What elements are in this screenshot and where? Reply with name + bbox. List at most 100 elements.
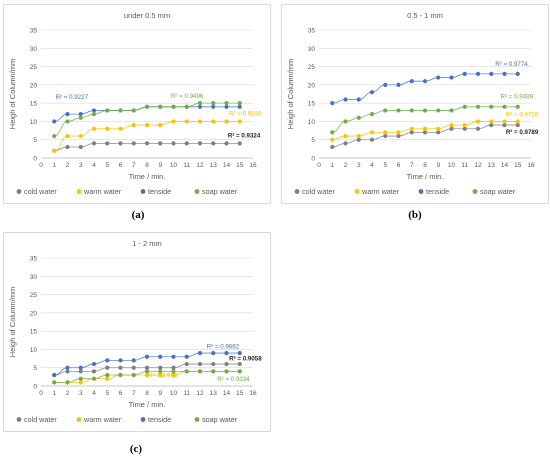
data-point-soap-water xyxy=(396,108,401,113)
data-point-warm-water xyxy=(158,372,163,378)
legend-label: warm water xyxy=(361,187,400,196)
data-point-warm-water xyxy=(144,122,150,128)
data-point-cold-water xyxy=(330,144,335,150)
data-point-cold-water xyxy=(489,122,494,128)
legend-marker xyxy=(140,189,146,194)
data-point-cold-water xyxy=(237,141,242,146)
legend-label: warm water xyxy=(83,187,122,196)
data-point-warm-water xyxy=(489,119,494,124)
r2-label-soap-water: R² = 0.9489 xyxy=(501,93,534,100)
legend-label: cold water xyxy=(24,187,57,196)
x-tick-label: 1 xyxy=(52,390,56,397)
r2-label-soap-water: R² = 0.9334 xyxy=(217,376,250,383)
chart-title: 0.5 - 1 mm xyxy=(407,11,443,20)
data-point-soap-water xyxy=(171,104,176,109)
x-tick-label: 8 xyxy=(145,390,149,397)
x-tick-label: 10 xyxy=(170,162,178,169)
data-point-warm-water xyxy=(91,126,97,131)
x-tick-label: 11 xyxy=(183,390,190,397)
data-point-soap-water xyxy=(237,101,242,106)
legend-label: tenside xyxy=(426,187,449,196)
data-point-warm-water xyxy=(237,119,242,124)
data-point-warm-water xyxy=(78,380,83,385)
x-tick-label: 13 xyxy=(488,162,496,169)
chart-title: under 0.5 mm xyxy=(124,11,170,20)
x-tick-label: 3 xyxy=(79,162,83,169)
data-point-soap-water xyxy=(158,369,163,374)
data-point-cold-water xyxy=(369,137,375,142)
data-point-soap-water xyxy=(78,115,83,120)
data-point-soap-water xyxy=(105,372,110,378)
data-point-warm-water xyxy=(330,137,335,142)
data-point-cold-water xyxy=(396,133,401,139)
x-tick-label: 9 xyxy=(158,390,162,397)
r2-label-cold-water: R² = 0.9058 xyxy=(229,355,262,362)
data-point-tenside xyxy=(91,108,97,113)
data-point-tenside xyxy=(78,112,83,117)
data-point-cold-water xyxy=(184,141,189,146)
r2-label-soap-water: R² = 0.9496 xyxy=(171,93,204,100)
chart-frame xyxy=(3,232,271,432)
x-tick-label: 0 xyxy=(317,162,321,169)
data-point-tenside xyxy=(224,350,229,356)
chart-panel-0-5-to-1mm: 0.5 - 1 mm 0 5 10 15 20 25 30 35 0 1 2 3 4 5 6 7 8 9 10 11 12… xyxy=(281,4,549,204)
x-tick-label: 5 xyxy=(383,162,387,169)
legend-item-cold-water: cold water xyxy=(294,187,335,196)
series-tenside: R² = 0.9774 xyxy=(330,61,528,106)
data-point-soap-water xyxy=(237,369,242,374)
x-tick-label: 7 xyxy=(132,390,136,397)
x-tick-label: 16 xyxy=(527,162,535,169)
data-point-tenside xyxy=(383,82,388,87)
x-tick-label: 9 xyxy=(158,162,162,169)
x-tick-label: 10 xyxy=(448,162,456,169)
legend-label: warm water xyxy=(83,415,122,424)
series-soap-water: R² = 0.9334 xyxy=(52,369,250,385)
data-point-cold-water xyxy=(65,144,70,150)
y-tick-label: 35 xyxy=(308,28,316,35)
x-tick-label: 6 xyxy=(119,162,123,169)
x-tick-label: 3 xyxy=(357,162,361,169)
data-point-soap-water xyxy=(422,108,428,113)
data-point-soap-water xyxy=(356,115,361,120)
data-point-tenside xyxy=(91,361,97,367)
legend-marker xyxy=(194,417,200,422)
data-point-cold-water xyxy=(211,361,216,367)
data-point-warm-water xyxy=(52,148,57,153)
data-point-soap-water xyxy=(131,372,136,378)
x-tick-label: 2 xyxy=(66,162,70,169)
data-point-soap-water xyxy=(184,369,189,374)
series-cold-water: R² = 0.9058 xyxy=(52,355,262,378)
chart-panel-1-to-2mm: 1 - 2 mm 0 5 10 15 20 25 30 35 0 1 2 3 4 5 6 7 8 9 10 11 12 13… xyxy=(3,232,271,432)
r2-label-warm-water: R² = 0.936 xyxy=(148,373,178,380)
y-tick-label: 0 xyxy=(33,384,37,391)
x-tick-label: 13 xyxy=(210,162,218,169)
legend: cold water warm water tenside soap water xyxy=(294,187,516,196)
data-point-soap-water xyxy=(52,380,57,385)
data-point-soap-water xyxy=(330,130,335,135)
data-point-soap-water xyxy=(197,101,203,106)
data-point-soap-water xyxy=(211,369,216,374)
data-point-warm-water xyxy=(462,122,467,128)
data-point-warm-water xyxy=(449,122,454,128)
data-point-cold-water xyxy=(422,130,428,135)
x-axis-label: Time / min. xyxy=(129,172,166,181)
y-axis-label: Heigh of Column/mm xyxy=(8,287,17,357)
r2-label-tenside: R² = 0.9662 xyxy=(207,343,240,350)
legend: cold water warm water tenside soap water xyxy=(16,187,238,196)
data-point-soap-water xyxy=(224,101,229,106)
data-point-soap-water xyxy=(383,108,388,113)
data-point-soap-water xyxy=(131,108,136,113)
data-point-soap-water xyxy=(65,119,70,124)
chart-panel-under-0-5mm: under 0.5 mm 0 5 10 15 20 25 30 35 0 1 2 3 4 5 6 7 8 9 10 11… xyxy=(3,4,271,204)
y-tick-label: 20 xyxy=(30,82,38,89)
data-point-warm-water xyxy=(396,130,401,135)
data-point-soap-water xyxy=(105,108,110,113)
y-tick-label: 20 xyxy=(308,82,316,89)
data-point-cold-water xyxy=(91,141,97,146)
data-point-soap-water xyxy=(52,133,57,139)
x-axis-label: Time / min. xyxy=(407,172,444,181)
r2-label-warm-water: R² = 0.9346 xyxy=(229,111,262,118)
legend-marker xyxy=(16,417,22,422)
data-point-soap-water xyxy=(211,101,216,106)
